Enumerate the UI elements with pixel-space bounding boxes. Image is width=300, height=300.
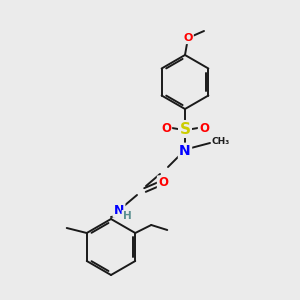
Text: O: O: [183, 33, 193, 43]
Text: N: N: [179, 144, 191, 158]
Text: S: S: [179, 122, 191, 136]
Text: CH₃: CH₃: [211, 137, 229, 146]
Text: N: N: [114, 203, 124, 217]
Text: H: H: [123, 211, 131, 221]
Text: O: O: [161, 122, 171, 134]
Text: O: O: [199, 122, 209, 134]
Text: O: O: [158, 176, 168, 190]
